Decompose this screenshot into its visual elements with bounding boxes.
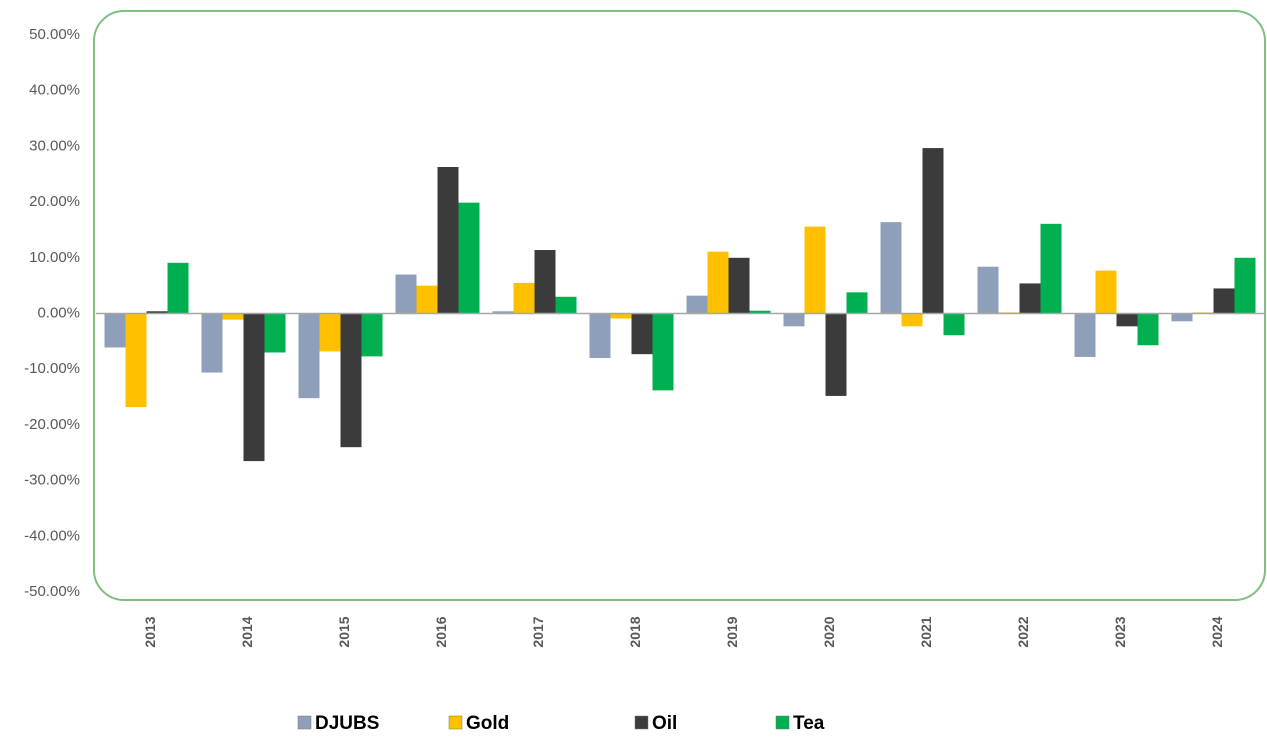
legend-swatch: [775, 715, 790, 730]
legend-label: Gold: [466, 713, 509, 734]
y-tick-label: -10.00%: [24, 360, 80, 377]
y-tick-label: 50.00%: [29, 26, 80, 43]
bar: [1116, 313, 1138, 327]
y-tick-label: 30.00%: [29, 137, 80, 154]
legend-swatch: [634, 715, 649, 730]
bar: [555, 296, 577, 314]
bar: [825, 313, 847, 396]
legend-swatch: [297, 715, 312, 730]
bar: [492, 311, 514, 314]
bar: [104, 313, 126, 348]
bar: [652, 313, 674, 391]
x-tick-label: 2024: [1209, 616, 1225, 647]
x-tick-label: 2014: [239, 616, 255, 647]
bar: [631, 313, 653, 355]
bar: [589, 313, 611, 359]
bar: [728, 257, 750, 314]
bar: [610, 313, 632, 319]
bar: [943, 313, 965, 336]
bar: [1074, 313, 1096, 357]
legend-label: Tea: [793, 713, 825, 734]
bar: [361, 313, 383, 357]
bar: [749, 310, 771, 314]
bar: [298, 313, 320, 399]
x-tick-label: 2013: [142, 616, 158, 647]
bar: [395, 274, 417, 314]
bar: [416, 285, 438, 314]
bar: [1171, 313, 1193, 322]
x-tick-label: 2017: [530, 616, 546, 647]
bar: [264, 313, 286, 353]
x-tick-label: 2018: [627, 616, 643, 647]
bar: [458, 202, 480, 314]
bar: [167, 262, 189, 314]
bar: [1040, 223, 1062, 314]
bar: [201, 313, 223, 373]
bar: [922, 148, 944, 314]
bar: [222, 313, 244, 320]
bar: [1019, 283, 1041, 314]
bar: [846, 292, 868, 314]
bar: [340, 313, 362, 448]
bar: [146, 311, 168, 314]
y-tick-label: 40.00%: [29, 82, 80, 99]
bar: [977, 266, 999, 314]
legend-swatch: [448, 715, 463, 730]
bar: [125, 313, 147, 408]
x-tick-label: 2016: [433, 616, 449, 647]
plot-border: [93, 10, 1266, 601]
bar: [1095, 270, 1117, 314]
bar: [901, 313, 923, 327]
bar: [880, 222, 902, 314]
legend-label: Oil: [652, 713, 677, 734]
bar: [319, 313, 341, 352]
bar: [686, 295, 708, 314]
x-tick-label: 2023: [1112, 616, 1128, 647]
x-tick-label: 2019: [724, 616, 740, 647]
x-tick-label: 2015: [336, 616, 352, 647]
bar: [243, 313, 265, 462]
bar: [1234, 257, 1256, 314]
y-tick-label: 0.00%: [37, 304, 80, 321]
bar: [437, 167, 459, 314]
y-tick-label: -20.00%: [24, 416, 80, 433]
bar: [1213, 288, 1235, 314]
bar: [534, 250, 556, 314]
bar: [1137, 313, 1159, 346]
y-tick-label: -30.00%: [24, 472, 80, 489]
bar: [783, 313, 805, 327]
y-tick-label: -50.00%: [24, 583, 80, 600]
x-tick-label: 2022: [1015, 616, 1031, 647]
bar: [513, 282, 535, 314]
x-tick-label: 2021: [918, 616, 934, 647]
bar: [804, 226, 826, 314]
legend-label: DJUBS: [315, 713, 379, 734]
y-tick-label: -40.00%: [24, 527, 80, 544]
y-tick-label: 10.00%: [29, 249, 80, 266]
bar: [707, 251, 729, 314]
y-tick-label: 20.00%: [29, 193, 80, 210]
x-tick-label: 2020: [821, 616, 837, 647]
